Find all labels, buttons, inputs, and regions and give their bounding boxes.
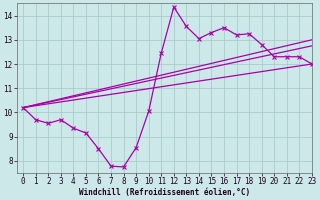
X-axis label: Windchill (Refroidissement éolien,°C): Windchill (Refroidissement éolien,°C)	[79, 188, 250, 197]
